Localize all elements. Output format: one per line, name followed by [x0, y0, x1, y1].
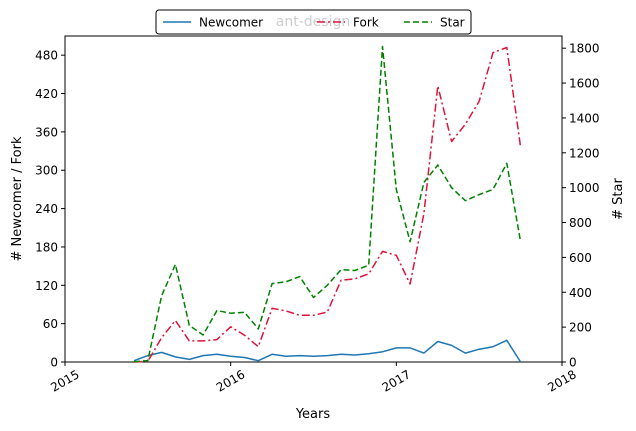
- legend-box: [155, 9, 472, 35]
- left-axis-label: # Newcomer / Fork: [10, 136, 25, 261]
- right-tick-label: 1800: [569, 42, 600, 56]
- legend-label-star: Star: [440, 16, 465, 30]
- left-tick-label: 480: [35, 49, 58, 63]
- right-tick-label: 600: [569, 251, 592, 265]
- series-line-star: [133, 45, 522, 363]
- series-line-fork: [133, 46, 522, 363]
- left-tick-label: 300: [35, 164, 58, 178]
- x-tick-label: 2016: [214, 367, 247, 394]
- x-tick-label: 2015: [48, 367, 81, 394]
- right-tick-label: 0: [569, 356, 577, 370]
- right-tick-label: 1000: [569, 181, 600, 195]
- left-axis-ticks: 0 60 120 180 240 300 360 420 480: [35, 49, 65, 370]
- right-tick-label: 800: [569, 216, 592, 230]
- x-tick-label: 2017: [380, 367, 413, 394]
- left-tick-label: 0: [50, 356, 58, 370]
- right-tick-label: 1200: [569, 146, 600, 160]
- left-tick-label: 180: [35, 240, 58, 254]
- left-tick-label: 60: [43, 317, 58, 331]
- right-axis-label: # Star: [611, 178, 626, 220]
- left-tick-label: 120: [35, 279, 58, 293]
- plot-area: [64, 35, 563, 363]
- left-tick-label: 360: [35, 125, 58, 139]
- right-tick-label: 1400: [569, 111, 600, 125]
- left-tick-label: 420: [35, 87, 58, 101]
- right-axis-ticks: 0 200 400 600 800 1000 1200 1400 1600 1800: [562, 42, 600, 370]
- legend: Newcomer Fork Star: [155, 9, 472, 35]
- left-tick-label: 240: [35, 202, 58, 216]
- x-axis-ticks: 2015 2016 2017 2018: [48, 362, 579, 395]
- series-line-newcomer: [133, 339, 522, 363]
- legend-label-newcomer: Newcomer: [199, 16, 263, 30]
- x-tick-label: 2018: [545, 367, 578, 394]
- right-tick-label: 200: [569, 321, 592, 335]
- x-axis-label: Years: [295, 407, 331, 422]
- right-tick-label: 400: [569, 286, 592, 300]
- series-lines: [133, 45, 522, 363]
- right-tick-label: 1600: [569, 77, 600, 91]
- legend-label-fork: Fork: [353, 16, 379, 30]
